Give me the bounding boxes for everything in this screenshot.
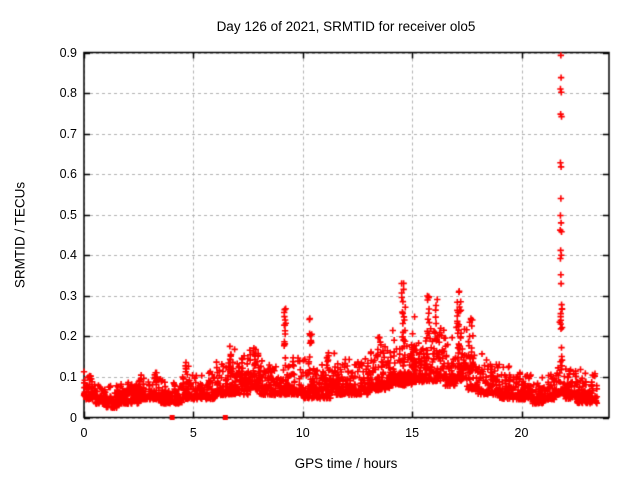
y-tick-label: 0.1 — [59, 369, 77, 384]
y-tick-label: 0.2 — [59, 329, 77, 344]
x-tick-label: 0 — [80, 426, 88, 440]
x-axis-label: GPS time / hours — [294, 456, 398, 471]
y-tick-label: 0.3 — [59, 288, 77, 303]
x-tick-label: 20 — [514, 426, 529, 440]
y-tick-label: 0.4 — [59, 248, 77, 263]
y-tick-label: 0.7 — [59, 126, 77, 141]
x-tick-label: 15 — [405, 426, 420, 440]
chart-title: Day 126 of 2021, SRMTID for receiver olo… — [216, 19, 476, 34]
y-tick-label: 0.9 — [59, 45, 77, 60]
y-axis-label: SRMTID / TECUs — [12, 181, 28, 289]
y-tick-label: 0.6 — [59, 167, 77, 182]
x-tick-label: 5 — [189, 426, 197, 440]
y-tick-label: 0 — [70, 410, 77, 425]
y-tick-label: 0.8 — [59, 86, 77, 101]
x-tick-label: 10 — [295, 426, 310, 440]
y-tick-label: 0.5 — [59, 207, 77, 222]
